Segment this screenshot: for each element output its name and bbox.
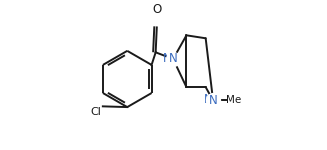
Text: Cl: Cl [91, 107, 102, 117]
Text: N: N [169, 52, 178, 66]
Text: N: N [163, 52, 172, 65]
Text: N: N [204, 93, 212, 106]
Text: O: O [152, 3, 162, 16]
Text: Me: Me [226, 95, 242, 105]
Text: N: N [209, 94, 217, 107]
